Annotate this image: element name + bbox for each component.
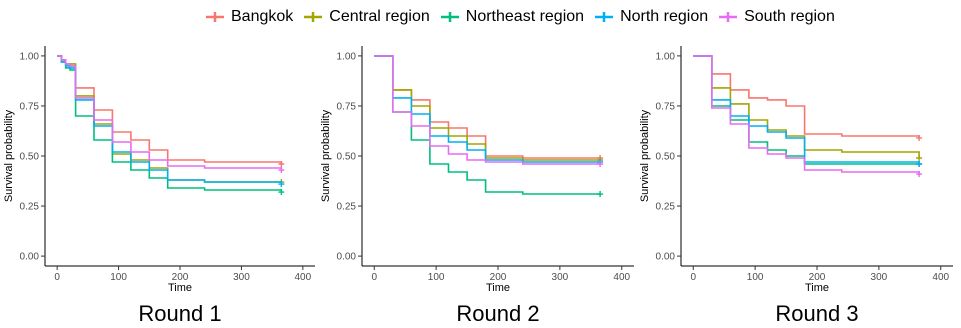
panel-caption: Round 2 (456, 301, 539, 326)
legend-label: Northeast region (465, 8, 585, 25)
survival-curve-northeast-region (693, 55, 920, 165)
x-tick-label: 100 (110, 272, 127, 283)
survival-curve-central-region (57, 55, 282, 183)
survival-curve-north-region (374, 55, 601, 163)
y-tick-label: 0.25 (20, 202, 40, 213)
survival-curve-bangkok (693, 55, 920, 138)
censor-mark-bangkok (278, 161, 285, 168)
survival-curve-south-region (57, 55, 283, 170)
y-tick-label: 0.00 (20, 252, 40, 263)
y-tick-label: 1.00 (337, 51, 357, 62)
y-tick-label: 0.25 (656, 202, 676, 213)
y-tick-label: 1.00 (20, 51, 40, 62)
x-tick-label: 200 (172, 272, 189, 283)
legend-item-south-region: South region (718, 8, 835, 26)
legend-label: South region (744, 8, 835, 25)
x-tick-label: 200 (490, 272, 507, 283)
survival-curve-central-region (374, 55, 601, 161)
y-tick-label: 0.75 (656, 101, 676, 112)
x-tick-label: 300 (233, 272, 250, 283)
y-tick-label: 0.00 (656, 252, 676, 263)
x-tick-label: 200 (809, 272, 826, 283)
censor-mark-northeast-region (597, 191, 604, 198)
x-tick-label: 300 (871, 272, 888, 283)
legend-label: North region (620, 8, 709, 25)
censor-mark-bangkok (916, 134, 923, 141)
survival-curve-north-region (57, 55, 283, 184)
x-tick-label: 0 (690, 272, 696, 283)
x-tick-label: 0 (54, 272, 60, 283)
panel-caption: Round 3 (775, 301, 858, 326)
legend-key-north-region (595, 12, 614, 22)
chart-panel-3: 0.00 0.25 0.50 0.75 1.00 0 100 200 300 400 Time Sur… (639, 46, 953, 326)
x-axis-title: Time (486, 282, 510, 294)
survival-curve-bangkok (57, 55, 283, 164)
survival-curve-northeast-region (374, 55, 601, 195)
y-tick-label: 0.75 (20, 101, 40, 112)
y-axis-title: Survival probability (639, 109, 651, 202)
legend-key-south-region (719, 12, 738, 22)
legend-key-northeast-region (440, 12, 459, 22)
y-tick-label: 0.50 (656, 152, 676, 163)
x-tick-label: 100 (428, 272, 445, 283)
legend-item-north-region: North region (594, 8, 708, 26)
panel-caption: Round 1 (138, 301, 221, 326)
censor-mark-south-region (916, 171, 923, 178)
censor-mark-north-region (916, 161, 923, 168)
legend-item-bangkok: Bangkok (205, 8, 293, 26)
chart-panel-1: 0.00 0.25 0.50 0.75 1.00 0 100 200 300 400 Time Sur… (3, 46, 315, 326)
censor-mark-central-region (916, 155, 923, 162)
survival-curve-northeast-region (57, 55, 283, 192)
x-tick-label: 300 (552, 272, 569, 283)
censor-mark-south-region (597, 161, 604, 168)
x-axis-title: Time (805, 282, 829, 294)
x-tick-label: 400 (932, 272, 949, 283)
legend-label: Bangkok (231, 8, 294, 25)
x-tick-label: 400 (613, 272, 630, 283)
y-tick-label: 0.00 (337, 252, 357, 263)
y-tick-label: 0.50 (20, 152, 40, 163)
legend-key-bangkok (206, 12, 224, 22)
survival-curve-south-region (693, 55, 920, 174)
y-tick-label: 1.00 (656, 51, 676, 62)
survival-curve-bangkok (374, 55, 601, 159)
legend-label: Central region (329, 8, 430, 25)
censor-mark-south-region (278, 167, 285, 174)
censor-mark-north-region (278, 181, 285, 188)
x-axis-title: Time (168, 282, 192, 294)
y-tick-label: 0.25 (337, 202, 357, 213)
survival-curve-south-region (374, 55, 601, 165)
survival-curve-north-region (693, 55, 920, 164)
censor-mark-northeast-region (278, 189, 285, 196)
legend-key-central-region (304, 12, 323, 22)
y-tick-label: 0.50 (337, 152, 357, 163)
survival-curve-central-region (693, 55, 920, 158)
legend-item-northeast-region: Northeast region (440, 8, 584, 26)
x-tick-label: 0 (371, 272, 377, 283)
y-axis-title: Survival probability (320, 109, 332, 202)
y-axis-title: Survival probability (3, 109, 15, 202)
y-tick-label: 0.75 (337, 101, 357, 112)
chart-panel-2: 0.00 0.25 0.50 0.75 1.00 0 100 200 300 400 Time Sur… (320, 46, 634, 326)
legend: Bangkok Central region Northeast region Nor… (205, 5, 845, 29)
x-tick-label: 100 (747, 272, 764, 283)
legend-item-central-region: Central region (303, 8, 430, 26)
x-tick-label: 400 (295, 272, 312, 283)
